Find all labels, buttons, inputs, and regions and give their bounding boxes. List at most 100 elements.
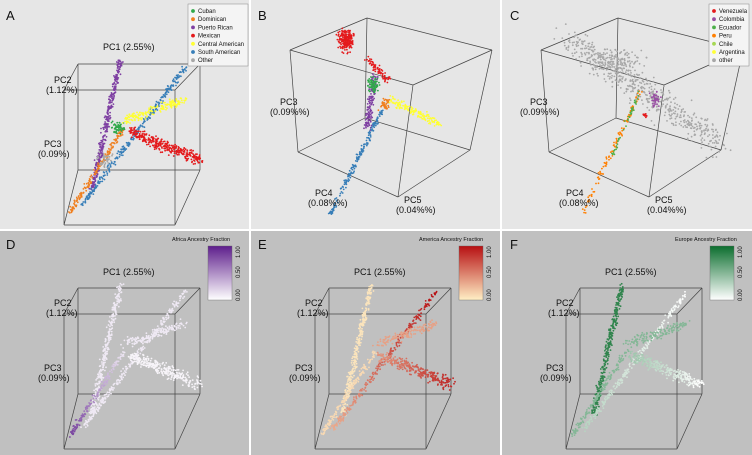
scatter-point-4958 — [342, 418, 344, 421]
scatter-point-1436 — [102, 156, 104, 158]
scatter-point-2849 — [672, 124, 675, 126]
scatter-point-2879 — [670, 117, 673, 119]
scatter-point-2828 — [571, 41, 574, 44]
scatter-point-2048 — [421, 118, 424, 120]
scatter-point-3110 — [613, 141, 615, 144]
scatter-point-2898 — [614, 70, 616, 73]
scatter-point-2358 — [611, 85, 614, 88]
scatter-point-2089 — [429, 117, 432, 119]
scatter-point-2033 — [395, 107, 398, 110]
scatter-point-1539 — [346, 52, 349, 55]
scatter-point-3408 — [114, 293, 117, 295]
scatter-point-1942 — [367, 81, 370, 83]
scatter-point-3472 — [113, 304, 116, 307]
scatter-point-3944 — [112, 367, 115, 370]
scatter-point-4216 — [148, 363, 151, 365]
scatter-point-616 — [166, 87, 169, 90]
scatter-point-571 — [156, 109, 159, 111]
scatter-point-308 — [116, 70, 119, 73]
scatter-point-4194 — [137, 361, 140, 364]
scatter-point-4622 — [355, 355, 358, 358]
scatter-point-4366 — [175, 327, 178, 329]
scatter-point-2046 — [398, 107, 401, 110]
scatter-point-1679 — [389, 77, 392, 80]
scatter-point-4919 — [408, 324, 410, 327]
scatter-point-275 — [98, 142, 100, 145]
scatter-point-2129 — [374, 124, 377, 127]
scatter-point-2941 — [643, 65, 646, 67]
scatter-point-4374 — [137, 337, 140, 340]
scatter-point-4303 — [165, 325, 167, 328]
scatter-point-2130 — [369, 136, 372, 138]
scatter-point-2813 — [650, 88, 653, 91]
scatter-point-818 — [88, 183, 91, 186]
scatter-point-3404 — [110, 330, 113, 333]
scatter-point-2991 — [638, 62, 641, 65]
scatter-point-3519 — [96, 382, 98, 385]
scatter-point-3092 — [595, 182, 597, 185]
scatter-point-1939 — [373, 84, 376, 86]
scatter-point-1946 — [371, 89, 374, 91]
scatter-point-1253 — [181, 101, 184, 104]
scatter-point-4692 — [370, 291, 373, 294]
scatter-point-346 — [108, 125, 110, 128]
scatter-point-2932 — [623, 59, 626, 62]
scatter-point-1550 — [338, 30, 341, 33]
scatter-point-2665 — [663, 114, 666, 117]
scatter-point-1431 — [104, 155, 107, 158]
scatter-point-4894 — [352, 402, 354, 405]
scatter-point-2017 — [389, 95, 392, 97]
scatter-point-1186 — [186, 149, 189, 152]
scatter-point-2099 — [399, 103, 402, 105]
scatter-point-2867 — [597, 57, 599, 60]
scatter-point-2625 — [588, 72, 591, 75]
scatter-point-4219 — [160, 368, 163, 371]
scatter-point-4924 — [358, 395, 361, 398]
scatter-point-2766 — [687, 119, 689, 122]
scatter-point-1068 — [167, 154, 170, 157]
scatter-point-3197 — [656, 103, 658, 105]
scatter-point-890 — [117, 125, 120, 128]
scatter-point-623 — [159, 99, 162, 102]
scatter-point-2793 — [690, 120, 693, 122]
scatter-point-3768 — [95, 412, 98, 415]
scatter-point-643 — [133, 135, 136, 138]
scatter-point-2670 — [656, 105, 658, 108]
scatter-point-4399 — [145, 337, 148, 340]
scatter-point-4065 — [167, 374, 170, 377]
scatter-point-3647 — [175, 301, 178, 303]
scatter-point-1132 — [186, 152, 189, 154]
scatter-point-2216 — [371, 128, 374, 131]
scatter-point-508 — [94, 187, 96, 190]
scatter-point-4238 — [181, 377, 184, 380]
scatter-point-2231 — [342, 188, 345, 191]
scatter-point-2590 — [699, 126, 702, 129]
scatter-point-2682 — [599, 64, 601, 67]
scatter-point-4085 — [181, 372, 184, 374]
scatter-point-3383 — [104, 369, 106, 372]
scatter-point-295 — [110, 93, 113, 95]
scatter-point-738 — [88, 178, 91, 180]
scatter-point-2883 — [704, 118, 707, 121]
scatter-point-3345 — [108, 339, 111, 342]
scatter-point-830 — [120, 134, 122, 137]
scatter-point-1735 — [368, 60, 370, 62]
scatter-point-4171 — [150, 357, 153, 360]
scatter-point-3097 — [602, 173, 605, 175]
scatter-point-3575 — [104, 397, 107, 400]
scatter-point-3210 — [645, 114, 648, 117]
scatter-point-2523 — [649, 82, 652, 85]
scatter-point-2801 — [697, 121, 700, 124]
scatter-point-2683 — [576, 36, 579, 39]
scatter-point-1352 — [147, 109, 150, 111]
scatter-point-1672 — [381, 74, 384, 77]
scatter-point-1277 — [134, 119, 136, 122]
scatter-point-3474 — [120, 299, 122, 302]
scatter-point-3068 — [583, 209, 586, 212]
scatter-point-2615 — [676, 103, 679, 106]
scatter-point-790 — [112, 146, 114, 149]
scatter-point-852 — [121, 128, 124, 131]
scatter-point-2401 — [692, 113, 695, 116]
scatter-point-4970 — [418, 309, 420, 312]
scatter-point-2654 — [680, 120, 682, 123]
